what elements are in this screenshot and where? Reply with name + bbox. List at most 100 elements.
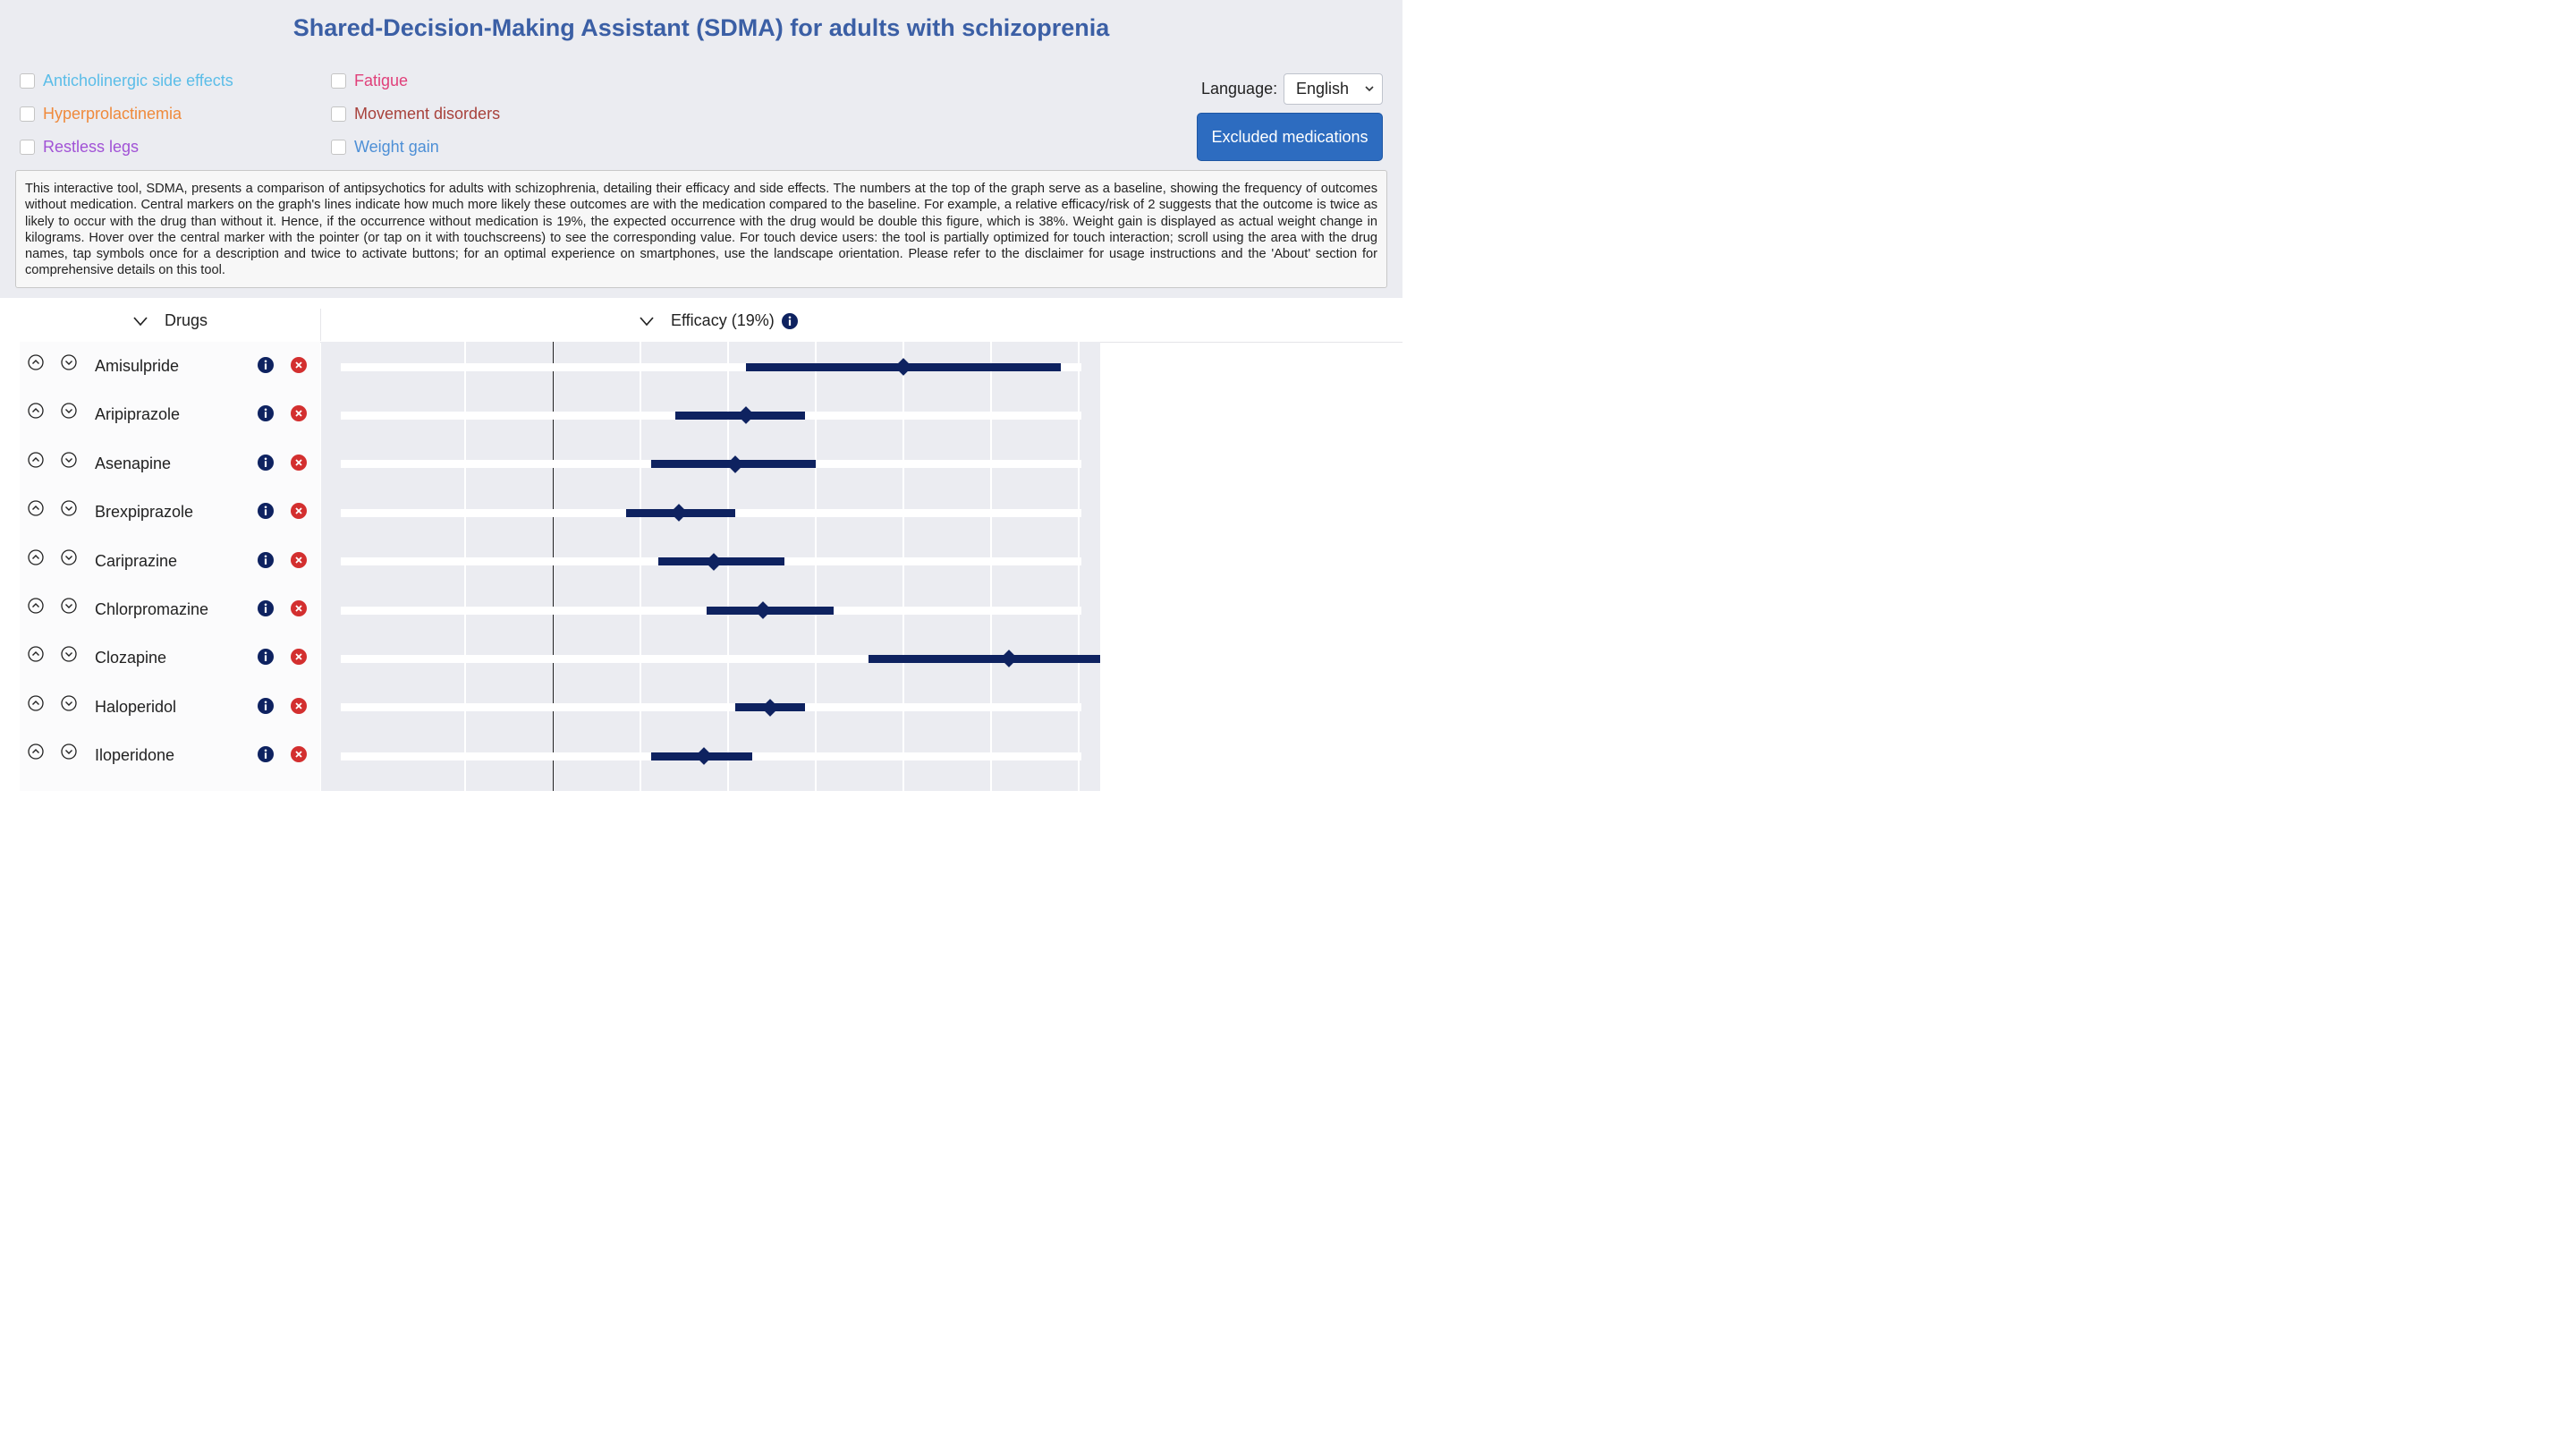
move-down-icon[interactable] bbox=[61, 500, 77, 516]
checkbox[interactable] bbox=[331, 106, 346, 122]
remove-icon[interactable] bbox=[291, 600, 307, 616]
move-down-icon[interactable] bbox=[61, 403, 77, 420]
move-up-icon[interactable] bbox=[28, 548, 44, 565]
drug-name[interactable]: Haloperidol bbox=[95, 697, 177, 716]
chevron-down-icon bbox=[1365, 86, 1374, 92]
language-select[interactable]: English bbox=[1284, 73, 1383, 105]
move-down-icon[interactable] bbox=[61, 695, 77, 711]
info-icon[interactable] bbox=[258, 649, 274, 666]
remove-icon[interactable] bbox=[291, 746, 307, 763]
move-down-icon[interactable] bbox=[61, 548, 77, 565]
move-down-icon[interactable] bbox=[61, 598, 77, 614]
row-track bbox=[341, 703, 1081, 712]
excluded-medications-button[interactable]: Excluded medications bbox=[1197, 113, 1383, 161]
filter-fatigue[interactable]: Fatigue bbox=[331, 72, 408, 90]
gridline bbox=[464, 342, 466, 791]
info-icon[interactable] bbox=[258, 357, 274, 373]
checkbox[interactable] bbox=[331, 140, 346, 155]
drug-name[interactable]: Iloperidone bbox=[95, 746, 175, 765]
confidence-interval bbox=[868, 654, 1100, 663]
description-box: This interactive tool, SDMA, presents a … bbox=[15, 170, 1387, 288]
efficacy-plot bbox=[321, 342, 1100, 791]
checkbox[interactable] bbox=[20, 73, 35, 89]
move-down-icon[interactable] bbox=[61, 354, 77, 370]
filter-label: Anticholinergic side effects bbox=[43, 72, 233, 89]
gridline bbox=[990, 342, 992, 791]
info-icon[interactable] bbox=[258, 551, 274, 568]
drug-row: Aripiprazole bbox=[20, 403, 320, 451]
drug-list[interactable]: Amisulpride Aripiprazole Asenapine Brexpipr… bbox=[20, 342, 320, 791]
info-icon[interactable] bbox=[258, 503, 274, 520]
drugs-column-header[interactable]: Drugs bbox=[132, 311, 208, 330]
gridline bbox=[640, 342, 641, 791]
move-up-icon[interactable] bbox=[28, 500, 44, 516]
filter-hyperprolactinemia[interactable]: Hyperprolactinemia bbox=[20, 105, 182, 123]
info-icon[interactable] bbox=[258, 600, 274, 616]
efficacy-column-header[interactable]: Efficacy (19%) bbox=[639, 311, 798, 330]
filter-label: Movement disorders bbox=[354, 105, 501, 123]
row-track bbox=[341, 654, 1081, 663]
estimate-marker[interactable] bbox=[894, 358, 912, 376]
move-down-icon[interactable] bbox=[61, 743, 77, 760]
drug-row: Clozapine bbox=[20, 646, 320, 694]
filter-label: Weight gain bbox=[354, 138, 439, 156]
remove-icon[interactable] bbox=[291, 551, 307, 568]
move-up-icon[interactable] bbox=[28, 354, 44, 370]
language-value: English bbox=[1296, 80, 1350, 98]
checkbox[interactable] bbox=[20, 106, 35, 122]
move-up-icon[interactable] bbox=[28, 695, 44, 711]
move-up-icon[interactable] bbox=[28, 403, 44, 420]
drug-name[interactable]: Brexpiprazole bbox=[95, 503, 194, 522]
drug-row: Amisulpride bbox=[20, 354, 320, 403]
info-icon[interactable] bbox=[781, 312, 798, 329]
remove-icon[interactable] bbox=[291, 357, 307, 373]
remove-icon[interactable] bbox=[291, 454, 307, 471]
move-down-icon[interactable] bbox=[61, 452, 77, 468]
drug-name[interactable]: Asenapine bbox=[95, 454, 172, 472]
filter-restless-legs[interactable]: Restless legs bbox=[20, 138, 139, 157]
remove-icon[interactable] bbox=[291, 649, 307, 666]
gridline bbox=[1078, 342, 1080, 791]
chevron-down-icon[interactable] bbox=[639, 315, 655, 327]
drug-name[interactable]: Aripiprazole bbox=[95, 405, 181, 424]
chevron-down-icon[interactable] bbox=[132, 315, 148, 327]
estimate-marker[interactable] bbox=[761, 698, 779, 717]
column-divider bbox=[320, 309, 321, 341]
filter-movement-disorders[interactable]: Movement disorders bbox=[331, 105, 500, 123]
drug-name[interactable]: Chlorpromazine bbox=[95, 600, 209, 618]
page-title: Shared-Decision-Making Assistant (SDMA) … bbox=[292, 14, 1110, 41]
filter-weight-gain[interactable]: Weight gain bbox=[331, 138, 439, 157]
move-up-icon[interactable] bbox=[28, 646, 44, 663]
move-down-icon[interactable] bbox=[61, 646, 77, 663]
drugs-header-label: Drugs bbox=[165, 311, 208, 329]
info-icon[interactable] bbox=[258, 697, 274, 714]
filter-label: Restless legs bbox=[43, 138, 140, 156]
info-icon[interactable] bbox=[258, 746, 274, 763]
move-up-icon[interactable] bbox=[28, 598, 44, 614]
move-up-icon[interactable] bbox=[28, 452, 44, 468]
drug-row: Cariprazine bbox=[20, 548, 320, 598]
checkbox[interactable] bbox=[20, 140, 35, 155]
gridline bbox=[815, 342, 817, 791]
drug-row: Haloperidol bbox=[20, 695, 320, 743]
estimate-marker[interactable] bbox=[705, 552, 724, 571]
filter-anticholinergic[interactable]: Anticholinergic side effects bbox=[20, 72, 233, 90]
drug-row: Asenapine bbox=[20, 452, 320, 500]
estimate-marker[interactable] bbox=[754, 601, 773, 619]
remove-icon[interactable] bbox=[291, 405, 307, 422]
info-icon[interactable] bbox=[258, 405, 274, 422]
drug-name[interactable]: Amisulpride bbox=[95, 357, 180, 375]
remove-icon[interactable] bbox=[291, 697, 307, 714]
estimate-marker[interactable] bbox=[999, 650, 1018, 668]
drug-name[interactable]: Clozapine bbox=[95, 649, 167, 667]
info-icon[interactable] bbox=[258, 454, 274, 471]
move-up-icon[interactable] bbox=[28, 743, 44, 760]
estimate-marker[interactable] bbox=[736, 406, 755, 425]
drug-name[interactable]: Cariprazine bbox=[95, 551, 178, 570]
checkbox[interactable] bbox=[331, 73, 346, 89]
filter-label: Fatigue bbox=[354, 72, 409, 89]
estimate-marker[interactable] bbox=[670, 504, 689, 523]
drug-row: Brexpiprazole bbox=[20, 500, 320, 548]
estimate-marker[interactable] bbox=[694, 747, 713, 766]
remove-icon[interactable] bbox=[291, 503, 307, 520]
